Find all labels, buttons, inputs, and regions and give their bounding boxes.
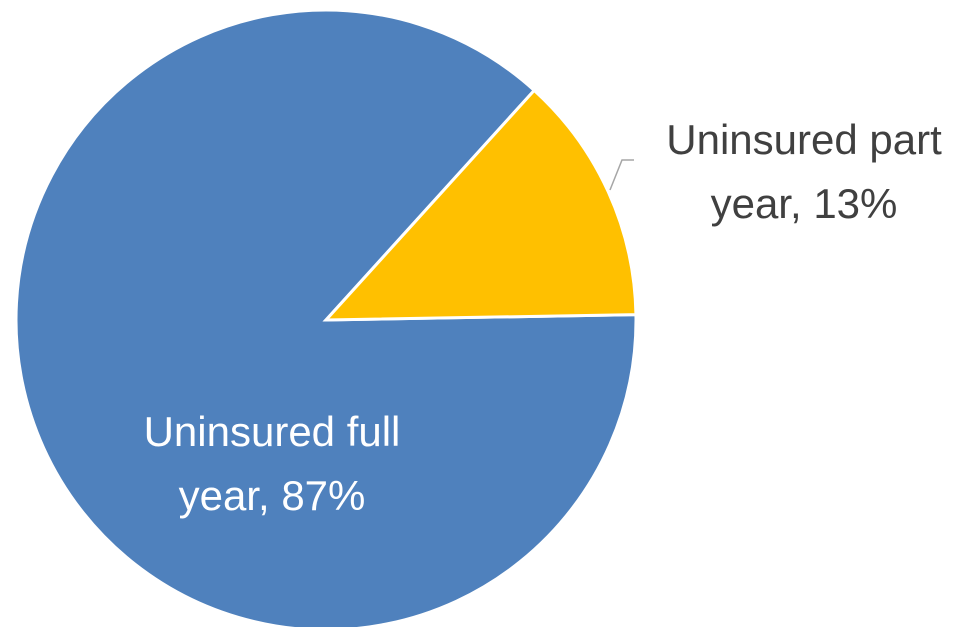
pie-slice-uninsured-part-year xyxy=(322,88,638,322)
data-label-uninsured-full-year: Uninsured full year, 87% xyxy=(144,408,401,519)
data-label-uninsured-part-year-line: year, 13% xyxy=(711,180,898,227)
data-label-uninsured-part-year: Uninsured part year, 13% xyxy=(666,116,942,227)
data-label-uninsured-part-year-line: Uninsured part xyxy=(666,116,942,163)
data-label-uninsured-full-year-line: year, 87% xyxy=(179,472,366,519)
data-label-uninsured-full-year-line: Uninsured full xyxy=(144,408,401,455)
leader-line-part-year xyxy=(609,159,634,191)
